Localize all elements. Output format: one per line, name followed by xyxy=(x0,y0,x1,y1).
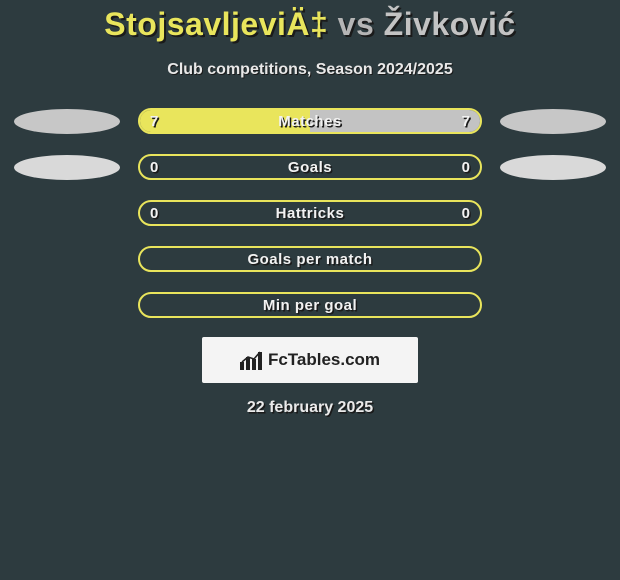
stat-row: Goals0 0 xyxy=(0,153,620,181)
player1-badge xyxy=(14,109,120,134)
brand-badge[interactable]: FcTables.com xyxy=(202,337,418,383)
comparison-card: StojsavljeviÄ‡ vs Živković Club competit… xyxy=(0,0,620,417)
bar-fill-player1 xyxy=(140,110,310,132)
player2-badge xyxy=(500,109,606,134)
subtitle: Club competitions, Season 2024/2025 xyxy=(0,61,620,79)
date-label: 22 february 2025 xyxy=(0,399,620,417)
stat-row: Hattricks0 0 xyxy=(0,199,620,227)
player2-name: Živković xyxy=(384,6,516,42)
chart-icon xyxy=(240,350,262,370)
stat-bar: Matches77 xyxy=(138,108,482,134)
stat-label: Goals per match xyxy=(140,248,480,270)
stat-bar: Goals0 0 xyxy=(138,154,482,180)
stat-value-player1: 0 xyxy=(150,156,158,178)
stat-bar: Goals per match xyxy=(138,246,482,272)
stat-label: Min per goal xyxy=(140,294,480,316)
stat-bar: Min per goal xyxy=(138,292,482,318)
stat-value-player2: 7 xyxy=(462,110,470,132)
player1-name: StojsavljeviÄ‡ xyxy=(104,6,328,42)
stat-row: Min per goal xyxy=(0,291,620,319)
page-title: StojsavljeviÄ‡ vs Živković xyxy=(0,6,620,43)
bar-fill-player2 xyxy=(310,110,480,132)
stat-label: Hattricks xyxy=(140,202,480,224)
brand-text: FcTables.com xyxy=(268,350,380,370)
stat-value-player2: 0 xyxy=(462,156,470,178)
player1-badge xyxy=(14,155,120,180)
stat-value-player1: 0 xyxy=(150,202,158,224)
stat-value-player2: 0 xyxy=(462,202,470,224)
stat-value-player1: 7 xyxy=(150,110,158,132)
stat-bar: Hattricks0 0 xyxy=(138,200,482,226)
vs-label: vs xyxy=(338,6,375,42)
player2-badge xyxy=(500,155,606,180)
stats-list: Matches77Goals00Hattricks00Goals per mat… xyxy=(0,107,620,319)
stat-row: Goals per match xyxy=(0,245,620,273)
stat-label: Goals xyxy=(140,156,480,178)
stat-row: Matches77 xyxy=(0,107,620,135)
